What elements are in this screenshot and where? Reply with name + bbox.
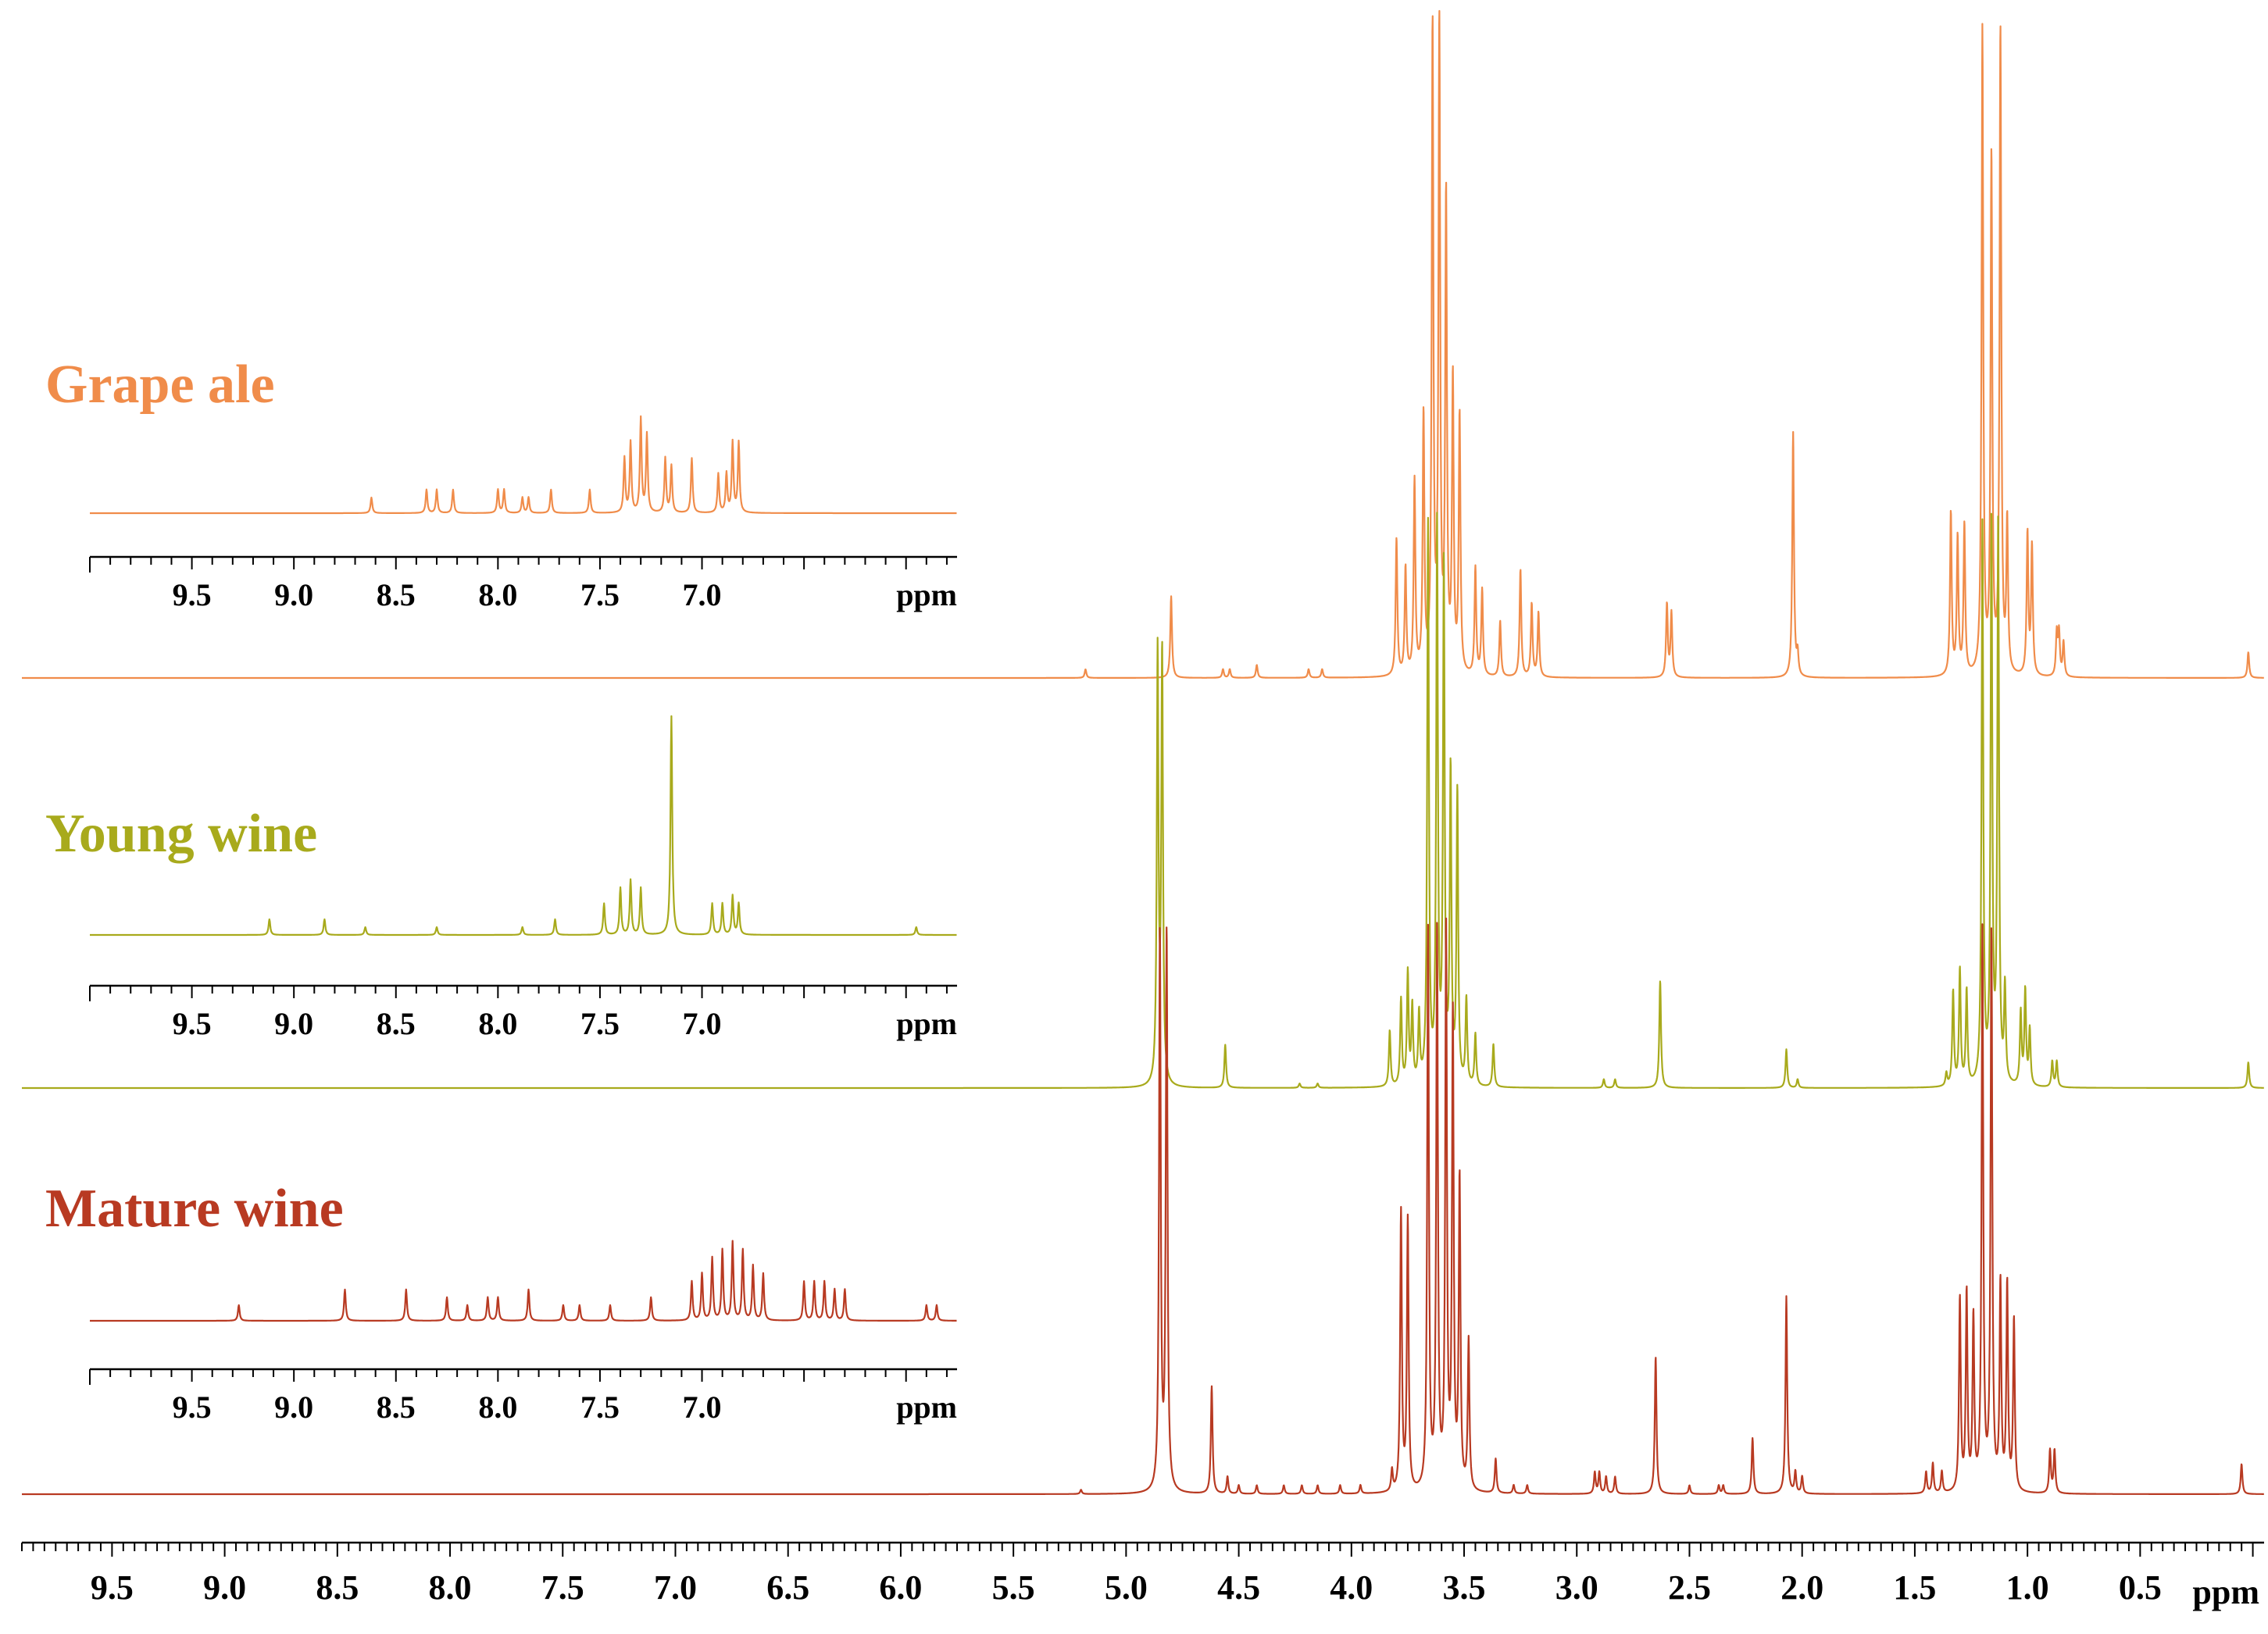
main-x-axis: 9.5 9.0 8.5 8.0 7.5 7.0 6.5 6.0 5.5 5.0 4.5 4.0 3.5 3…	[21, 1541, 2264, 1611]
inset-tick-label: 7.0	[683, 577, 722, 612]
inset-tick-label: 8.0	[478, 577, 517, 612]
inset-trace-mature-wine	[89, 1240, 958, 1322]
main-axis-unit-label: ppm	[2192, 1573, 2259, 1611]
label-young-wine: Young wine	[45, 804, 317, 864]
spectrum-trace-grape-ale	[21, 9, 2265, 680]
label-grape-ale: Grape ale	[45, 355, 275, 415]
aromatic-insets: 9.5 9.0 8.5 8.0 7.5 7.0 ppm 9.5 9.0 8.5 8.0 7.5 7.0 p…	[89, 415, 958, 1425]
inset-unit-label: ppm	[896, 1390, 957, 1425]
inset-tick-label: 9.0	[274, 577, 313, 612]
inset-young-wine: 9.5 9.0 8.5 8.0 7.5 7.0 ppm	[89, 715, 958, 1041]
main-axis-tick-label: 1.0	[2006, 1568, 2049, 1607]
inset-tick-label: 9.5	[173, 1390, 212, 1425]
inset-grape-ale: 9.5 9.0 8.5 8.0 7.5 7.0 ppm	[89, 415, 958, 612]
main-axis-tick-label: 4.5	[1217, 1568, 1260, 1607]
main-axis-tick-label: 0.5	[2119, 1568, 2162, 1607]
main-axis-tick-label: 7.0	[654, 1568, 697, 1607]
main-axis-tick-label: 9.5	[91, 1568, 134, 1607]
inset-tick-label: 9.5	[173, 577, 212, 612]
main-axis-tick-label: 3.5	[1443, 1568, 1486, 1607]
inset-tick-label: 8.5	[377, 1006, 416, 1041]
main-axis-tick-label: 2.0	[1780, 1568, 1823, 1607]
main-axis-tick-label: 7.5	[541, 1568, 584, 1607]
inset-mature-wine: 9.5 9.0 8.5 8.0 7.5 7.0 ppm	[89, 1240, 958, 1425]
spectrum-trace-young-wine	[21, 512, 2265, 1090]
inset-tick-label: 7.5	[580, 1006, 620, 1041]
inset-trace-grape-ale	[89, 415, 958, 515]
inset-unit-label: ppm	[896, 1006, 957, 1041]
inset-tick-label: 7.5	[580, 577, 620, 612]
inset-tick-label: 8.5	[377, 1390, 416, 1425]
main-axis-tick-label: 4.0	[1330, 1568, 1373, 1607]
sample-labels: Grape ale Young wine Mature wine	[45, 355, 344, 1239]
inset-unit-label: ppm	[896, 577, 957, 612]
main-axis-tick-label: 5.0	[1105, 1568, 1148, 1607]
spectrum-traces	[21, 9, 2265, 1496]
main-axis-tick-label: 6.5	[766, 1568, 809, 1607]
main-axis-tick-label: 5.5	[992, 1568, 1035, 1607]
main-axis-tick-label: 9.0	[203, 1568, 246, 1607]
spectrum-trace-mature-wine	[21, 917, 2265, 1496]
inset-tick-label: 8.0	[478, 1390, 517, 1425]
label-mature-wine: Mature wine	[45, 1179, 344, 1239]
inset-tick-label: 9.5	[173, 1006, 212, 1041]
main-axis-tick-label: 1.5	[1893, 1568, 1936, 1607]
inset-tick-label: 7.0	[683, 1006, 722, 1041]
main-axis-tick-label: 3.0	[1555, 1568, 1598, 1607]
inset-tick-label: 9.0	[274, 1006, 313, 1041]
inset-tick-label: 9.0	[274, 1390, 313, 1425]
inset-tick-label: 8.5	[377, 577, 416, 612]
main-axis-tick-label: 2.5	[1668, 1568, 1711, 1607]
main-axis-tick-label: 8.0	[429, 1568, 472, 1607]
inset-tick-label: 7.0	[683, 1390, 722, 1425]
inset-tick-label: 7.5	[580, 1390, 620, 1425]
inset-tick-label: 8.0	[478, 1006, 517, 1041]
main-axis-tick-label: 8.5	[316, 1568, 359, 1607]
main-axis-tick-label: 6.0	[879, 1568, 922, 1607]
inset-trace-young-wine	[89, 715, 958, 937]
